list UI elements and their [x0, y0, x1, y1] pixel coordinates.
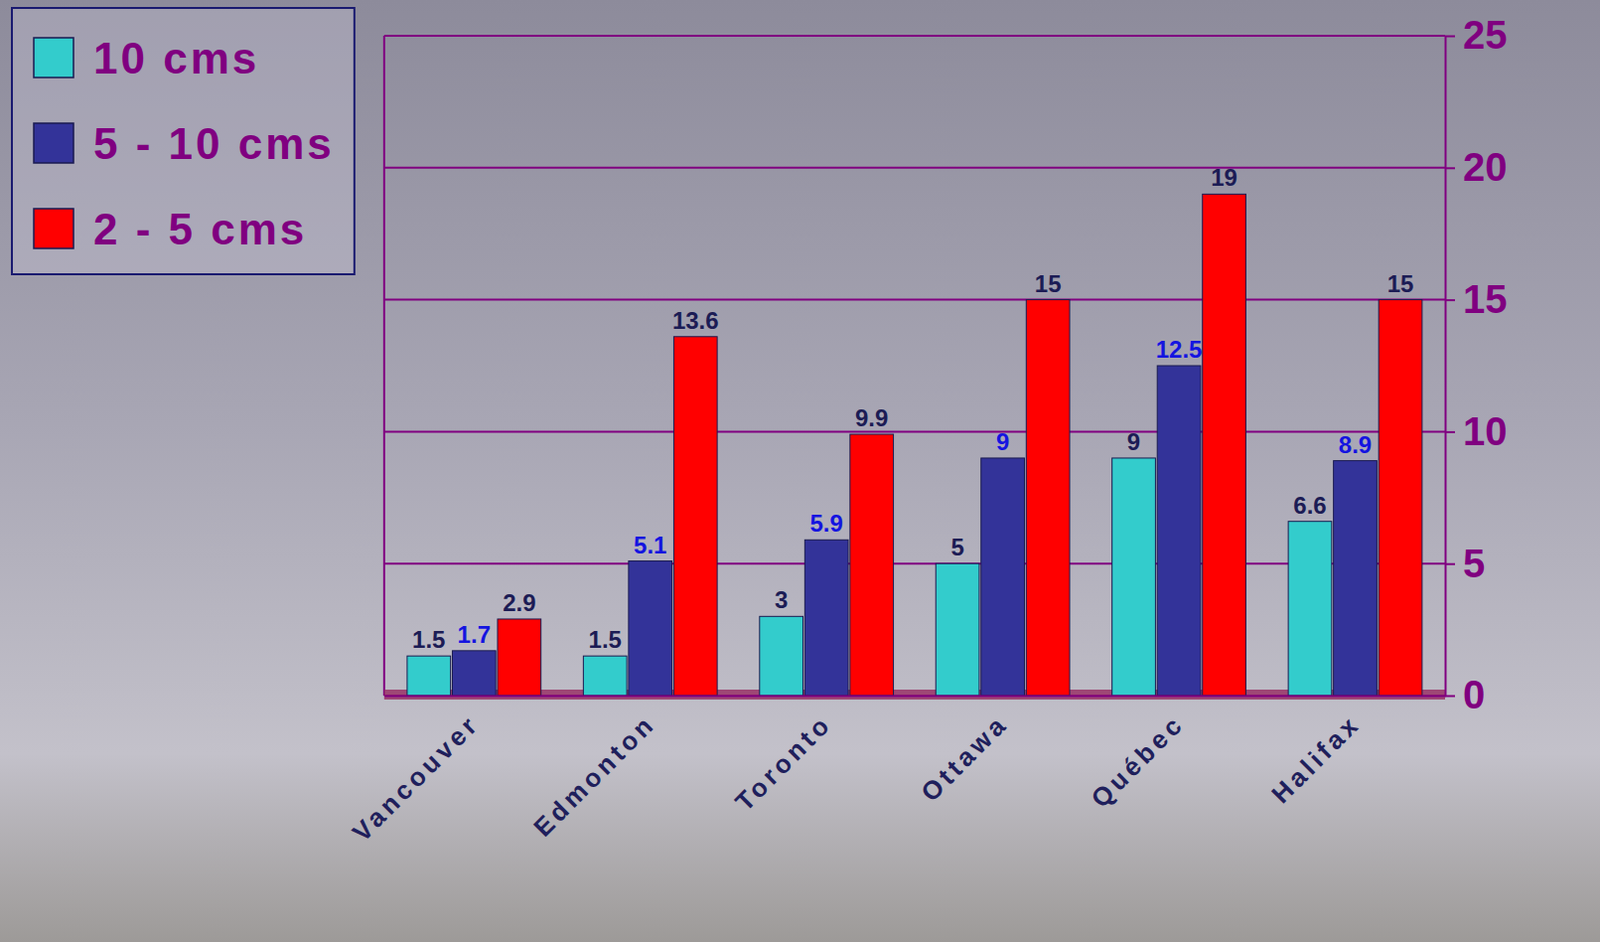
grid-line [384, 34, 1446, 37]
data-label: 3 [774, 585, 788, 613]
data-label: 9 [1127, 428, 1141, 455]
y-tick-mark [1445, 695, 1455, 698]
grid-line [384, 430, 1446, 433]
y-tick-mark [1445, 563, 1455, 566]
data-label: 12.5 [1156, 335, 1203, 363]
data-label: 5 [950, 533, 964, 561]
x-tick-label: Ottawa [914, 708, 1014, 807]
y-axis-line [1445, 36, 1448, 697]
grid-line [384, 562, 1446, 565]
bar [804, 539, 849, 696]
data-label: 15 [1387, 270, 1415, 297]
bar [582, 655, 627, 696]
data-label: 9.9 [855, 404, 888, 432]
bar [1202, 193, 1247, 696]
y-axis: 0 5 10 15 20 25 [1445, 12, 1508, 717]
data-label: 1.7 [457, 620, 491, 648]
y-tick-mark [1445, 35, 1455, 38]
legend-frame [11, 7, 355, 275]
bar [1378, 299, 1423, 696]
y-tick-label: 15 [1462, 277, 1508, 321]
data-label: 6.6 [1293, 491, 1326, 519]
y-tick-mark [1445, 166, 1455, 169]
data-labels: 1.5 1.5 3 5 9 6.6 1.7 5.1 5.9 9 12.5 8.9 2.9 13.6 9.9 1… [412, 163, 1414, 653]
bar [759, 615, 804, 696]
x-tick-label: Halifax [1265, 708, 1366, 809]
bar [497, 618, 542, 696]
x-tick: Toronto [728, 708, 838, 817]
bar [628, 561, 673, 696]
y-tick: 10 [1445, 409, 1508, 453]
data-label: 9 [996, 428, 1010, 455]
bar [673, 336, 718, 696]
y-tick-label: 0 [1462, 672, 1485, 717]
legend-label: 10 cms [93, 33, 260, 83]
y-tick: 20 [1445, 145, 1508, 189]
data-label: 1.5 [588, 625, 622, 653]
legend-swatch [33, 123, 74, 163]
bars [407, 193, 1423, 696]
y-tick-label: 5 [1462, 541, 1485, 585]
bar [407, 655, 451, 696]
bar [1112, 457, 1157, 696]
data-label: 19 [1210, 163, 1238, 191]
y-tick: 0 [1445, 672, 1485, 717]
grid-line [384, 166, 1446, 169]
y-tick-mark [1445, 298, 1455, 301]
x-axis: Vancouver Edmonton Toronto Ottawa Québec Hali… [346, 696, 1447, 848]
x-tick: Edmonton [527, 708, 662, 843]
bar [935, 563, 980, 696]
data-label: 15 [1034, 270, 1062, 297]
x-axis-line [384, 695, 1446, 698]
bar [981, 457, 1025, 696]
bar [1333, 460, 1378, 696]
chart: 10 cms 5 - 10 cms 2 - 5 cms 1.5 1.5 3 5 9 6.6 1.7… [0, 0, 1600, 942]
data-label: 1.5 [412, 625, 445, 653]
legend-label: 5 - 10 cms [93, 119, 335, 168]
data-label: 5.9 [809, 509, 843, 537]
data-label: 8.9 [1338, 431, 1372, 458]
data-label: 5.1 [633, 531, 667, 559]
x-tick: Québec [1085, 708, 1191, 814]
bar [1025, 299, 1070, 696]
data-label: 13.6 [672, 306, 720, 334]
x-tick-label: Québec [1085, 708, 1191, 814]
grid [384, 35, 1446, 696]
bar [850, 434, 894, 696]
y-tick: 5 [1445, 541, 1485, 585]
bar [1157, 365, 1201, 696]
x-tick: Halifax [1265, 708, 1366, 809]
y-tick-label: 20 [1462, 145, 1508, 189]
x-tick-label: Vancouver [346, 708, 486, 848]
y-tick-label: 10 [1462, 409, 1508, 453]
plot-frame-left [383, 35, 386, 696]
y-tick-label: 25 [1462, 12, 1508, 57]
x-tick: Ottawa [914, 708, 1014, 807]
floor [384, 689, 1446, 700]
y-tick: 25 [1445, 12, 1508, 57]
grid-line [384, 298, 1446, 301]
legend-swatch [33, 37, 74, 78]
legend-swatch [33, 208, 74, 249]
x-tick: Vancouver [346, 708, 486, 848]
y-tick-mark [1445, 431, 1455, 434]
legend: 10 cms 5 - 10 cms 2 - 5 cms [11, 7, 355, 275]
bar [451, 650, 496, 696]
x-tick-label: Toronto [728, 708, 838, 817]
background [0, 0, 1600, 942]
x-tick-label: Edmonton [527, 708, 662, 843]
y-tick: 15 [1445, 277, 1508, 321]
bar [1288, 521, 1332, 696]
legend-label: 2 - 5 cms [93, 204, 307, 254]
data-label: 2.9 [502, 588, 536, 616]
